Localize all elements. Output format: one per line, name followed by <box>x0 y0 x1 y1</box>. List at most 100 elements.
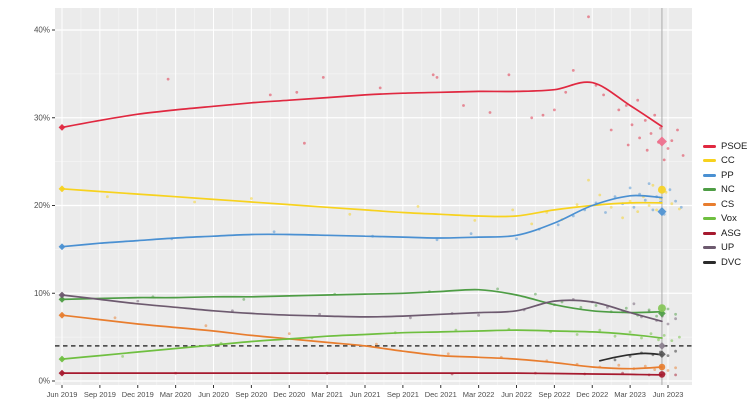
scatter-point-psoe <box>630 123 634 127</box>
scatter-point-cs <box>674 366 677 370</box>
x-tick-label: Mar 2020 <box>160 390 192 399</box>
y-tick-label: 40% <box>34 26 50 35</box>
x-tick-label: Dec 2019 <box>122 390 154 399</box>
x-tick-label: Mar 2022 <box>463 390 495 399</box>
result-marker-2019-pp <box>58 243 66 251</box>
result-marker-2023-psoe <box>656 136 667 147</box>
scatter-point-pp <box>643 198 647 202</box>
legend-label-pp: PP <box>721 169 734 181</box>
legend-swatch-nc <box>703 188 716 192</box>
x-tick-label: Dec 2020 <box>273 390 305 399</box>
scatter-point-pp <box>674 199 677 203</box>
scatter-point-pp <box>668 188 672 192</box>
y-tick-label: 30% <box>34 113 50 122</box>
result-marker-2023-cc <box>657 185 666 194</box>
trend-line-cc <box>61 187 663 218</box>
scatter-point-pp <box>604 211 607 214</box>
scatter-point-psoe <box>645 148 649 152</box>
result-marker-2019-nc <box>58 295 66 303</box>
scatter-point-up <box>318 312 321 316</box>
scatter-point-vox <box>640 336 643 340</box>
result-marker-2019-cs <box>58 311 66 319</box>
legend-label-psoe: PSOE <box>721 140 748 152</box>
y-tick-label: 0% <box>38 377 50 386</box>
scatter-point-pp <box>647 182 651 186</box>
trend-line-dvc <box>598 352 663 362</box>
result-marker-2023-vox <box>657 304 666 313</box>
scatter-point-nc <box>624 306 628 310</box>
scatter-point-vox <box>657 338 660 342</box>
legend-label-asg: ASG <box>721 227 742 239</box>
y-tick-label: 20% <box>34 201 50 210</box>
legend-item-up: UP <box>703 241 747 256</box>
scatter-point-cc <box>670 202 674 206</box>
legend: PSOE CC PP NC CS Vox ASG UP DVC <box>703 139 747 270</box>
scatter-point-pp <box>651 208 655 212</box>
legend-label-dvc: DVC <box>721 256 742 268</box>
legend-item-cc: CC <box>703 154 747 169</box>
scatter-point-nc <box>496 287 499 291</box>
x-tick-label: Sep 2022 <box>538 390 570 399</box>
scatter-point-cs <box>617 363 621 367</box>
scatter-point-pp <box>556 223 560 227</box>
x-tick-label: Dec 2022 <box>576 390 608 399</box>
result-marker-2019-cc <box>58 185 66 193</box>
scatter-point-cs <box>446 352 450 356</box>
legend-swatch-asg <box>703 231 716 235</box>
scatter-point-cc <box>621 216 624 220</box>
scatter-point-nc <box>674 312 677 316</box>
scatter-point-pp <box>613 195 617 199</box>
scatter-point-psoe <box>507 73 511 77</box>
scatter-point-asg <box>674 373 677 377</box>
scatter-point-dvc <box>674 349 677 353</box>
scatter-point-cc <box>587 178 590 182</box>
scatter-point-nc <box>534 292 537 296</box>
scatter-point-dvc <box>628 355 632 358</box>
x-tick-label: Jun 2022 <box>501 390 532 399</box>
scatter-point-psoe <box>488 111 492 114</box>
scatter-point-cc <box>628 199 632 203</box>
result-marker-2023-up <box>658 342 666 350</box>
result-marker-2023-dvc <box>658 350 666 359</box>
scatter-point-cc <box>636 210 640 214</box>
x-tick-label: Jun 2020 <box>198 390 229 399</box>
scatter-point-cs <box>653 368 657 371</box>
legend-swatch-dvc <box>703 260 716 264</box>
scatter-point-psoe <box>662 158 666 162</box>
scatter-point-psoe <box>431 73 435 77</box>
scatter-point-pp <box>515 237 518 241</box>
x-tick-label: Sep 2021 <box>387 390 419 399</box>
scatter-point-pp <box>679 205 683 209</box>
scatter-point-psoe <box>649 132 653 135</box>
legend-label-nc: NC <box>721 184 735 195</box>
scatter-point-psoe <box>626 143 630 147</box>
scatter-point-pp <box>628 186 632 190</box>
scatter-point-psoe <box>602 93 605 97</box>
scatter-point-psoe <box>295 90 299 94</box>
scatter-point-vox <box>662 334 666 337</box>
scatter-point-psoe <box>681 154 685 157</box>
trend-line-up <box>61 294 663 323</box>
scatter-point-pp <box>469 232 473 236</box>
scatter-point-cc <box>348 212 352 216</box>
scatter-point-psoe <box>638 136 641 140</box>
legend-swatch-vox <box>703 217 716 221</box>
scatter-point-psoe <box>166 77 170 81</box>
scatter-point-cc <box>416 205 420 208</box>
legend-swatch-cc <box>703 159 716 163</box>
scatter-point-up <box>409 316 412 320</box>
scatter-point-cc <box>575 203 579 207</box>
x-tick-label: Jun 2019 <box>47 390 78 399</box>
scatter-point-cs <box>375 342 378 346</box>
trend-line-asg <box>61 372 663 376</box>
scatter-point-psoe <box>268 93 272 97</box>
scatter-point-up <box>477 313 480 317</box>
scatter-point-psoe <box>530 116 534 120</box>
scatter-point-cc <box>511 208 515 212</box>
scatter-point-vox <box>575 333 579 336</box>
scatter-point-cs <box>287 332 291 335</box>
scatter-point-cc <box>651 183 655 187</box>
scatter-point-up <box>136 299 140 303</box>
legend-swatch-pp <box>703 173 716 177</box>
scatter-point-cs <box>113 316 117 320</box>
